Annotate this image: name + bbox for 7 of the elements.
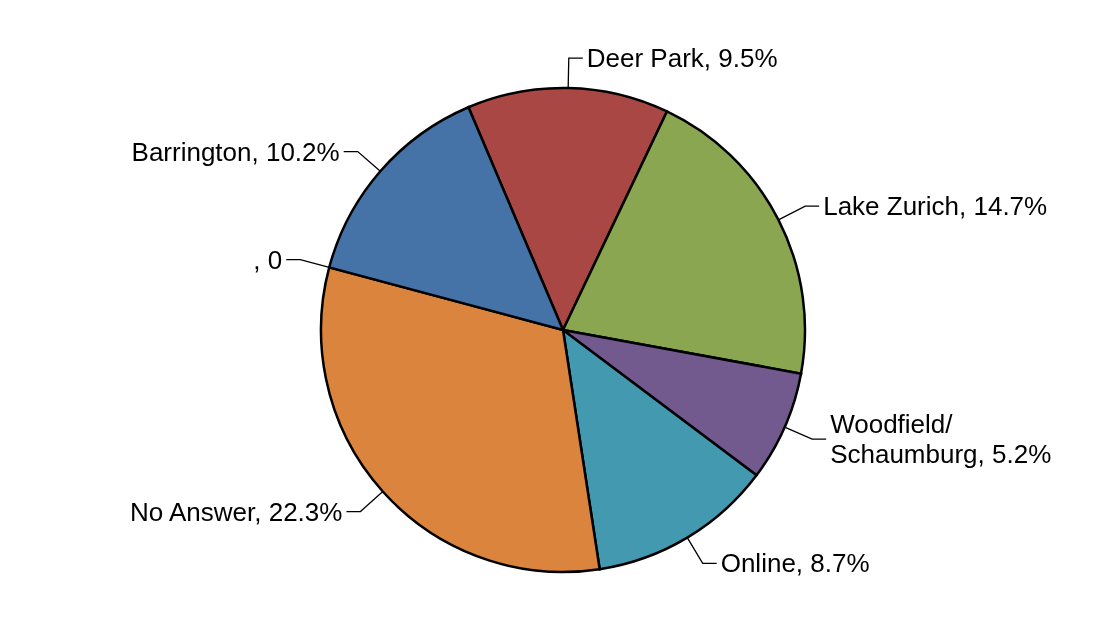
slice-label: Online, 8.7% (720, 548, 870, 579)
slice-label: No Answer, 22.3% (129, 496, 343, 527)
slice-label: Woodfield/Schaumburg, 5.2% (830, 409, 1052, 470)
slice-label: Lake Zurich, 14.7% (823, 191, 1048, 222)
slice-label: Barrington, 10.2% (131, 136, 340, 167)
slice-label: Deer Park, 9.5% (586, 43, 778, 74)
text: , 0 (253, 244, 283, 275)
